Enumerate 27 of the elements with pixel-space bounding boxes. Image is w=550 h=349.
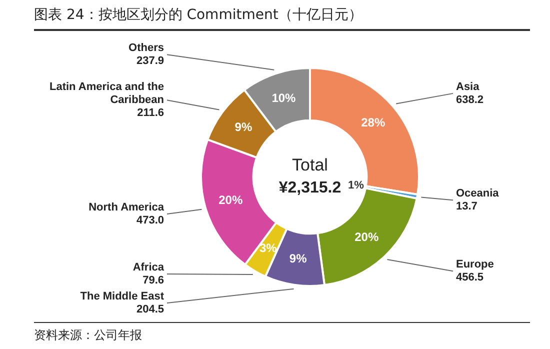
text: 20% bbox=[354, 230, 379, 244]
data-label: 79.6 bbox=[142, 274, 164, 287]
slice-label: Asia bbox=[456, 80, 480, 93]
data-label: 211.6 bbox=[137, 107, 164, 120]
slice-label: Others bbox=[128, 42, 164, 54]
slice-label: Europe bbox=[456, 258, 494, 271]
text: 28% bbox=[361, 116, 386, 130]
text: 20% bbox=[218, 193, 243, 208]
data-label: 638.2 bbox=[456, 94, 484, 106]
data-label: 473.0 bbox=[136, 214, 164, 227]
text: 资料来源：公司年报 bbox=[34, 322, 530, 344]
text: Total ¥2,315.2 bbox=[278, 156, 342, 196]
chart-title: 图表 24：按地区划分的 Commitment（十亿日元） bbox=[34, 6, 530, 31]
slice-label: Oceania bbox=[456, 188, 500, 200]
slice-label: Africa bbox=[132, 262, 165, 274]
text: 10% bbox=[272, 90, 296, 105]
data-label: 13.7 bbox=[456, 200, 478, 213]
text: 9% bbox=[234, 120, 252, 134]
text: 9% bbox=[289, 251, 307, 266]
text: 1% bbox=[348, 179, 364, 192]
data-label: 237.9 bbox=[136, 55, 164, 68]
slice-label: The Middle East bbox=[80, 290, 164, 303]
slice-label: North America bbox=[88, 202, 165, 214]
slice-label: Latin America and the Caribbean bbox=[49, 81, 164, 106]
data-label: 204.5 bbox=[136, 304, 164, 316]
data-label: 456.5 bbox=[456, 272, 484, 284]
text: 3% bbox=[259, 240, 277, 255]
